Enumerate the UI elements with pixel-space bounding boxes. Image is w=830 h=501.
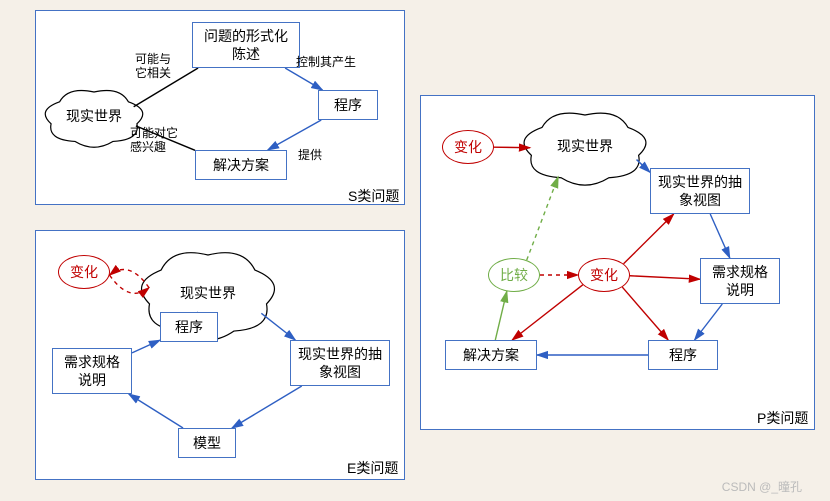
node-e-realworld: 现实世界 [148, 285, 268, 302]
edge-label: 可能对它感兴趣 [130, 126, 178, 155]
edge-label: 控制其产生 [296, 55, 356, 69]
panel-s-label: S类问题 [348, 186, 399, 206]
node-e-change: 变化 [58, 255, 110, 289]
panel-e-label: E类问题 [347, 458, 398, 478]
node-p-change1: 变化 [442, 130, 494, 164]
node-s-formal: 问题的形式化陈述 [192, 22, 300, 68]
node-s-program: 程序 [318, 90, 378, 120]
node-p-req: 需求规格说明 [700, 258, 780, 304]
node-e-model: 模型 [178, 428, 236, 458]
node-e-abstract: 现实世界的抽象视图 [290, 340, 390, 386]
node-e-req: 需求规格说明 [52, 348, 132, 394]
watermark: CSDN @_曈孔 [722, 478, 802, 495]
node-s-realworld: 现实世界 [50, 108, 138, 125]
node-p-change2: 变化 [578, 258, 630, 292]
node-e-program: 程序 [160, 312, 218, 342]
node-p-solution: 解决方案 [445, 340, 537, 370]
node-p-compare: 比较 [488, 258, 540, 292]
panel-p-label: P类问题 [757, 408, 808, 428]
edge-label: 提供 [298, 148, 322, 162]
node-p-realworld: 现实世界 [530, 138, 640, 155]
node-p-program: 程序 [648, 340, 718, 370]
node-s-solution: 解决方案 [195, 150, 287, 180]
node-p-abstract: 现实世界的抽象视图 [650, 168, 750, 214]
edge-label: 可能与它相关 [135, 52, 171, 81]
